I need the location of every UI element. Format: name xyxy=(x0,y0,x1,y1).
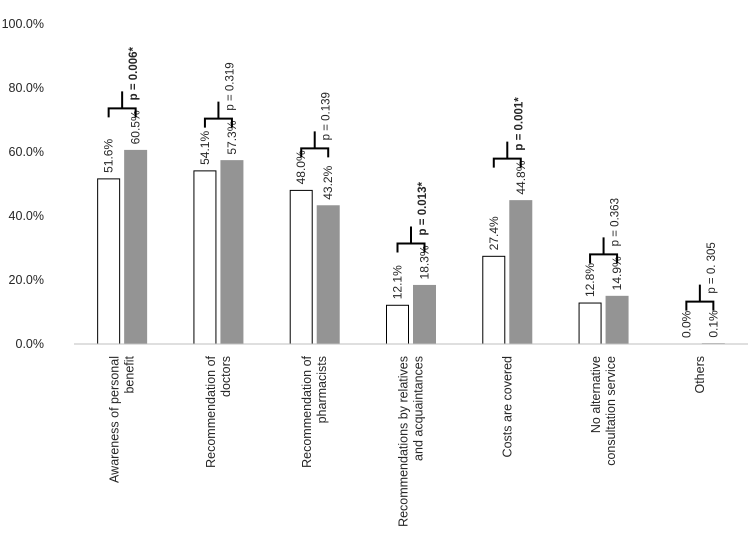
y-axis-tick-labels: 0.0% 20.0% 40.0% 60.0% 80.0% 100.0% xyxy=(2,17,44,351)
category-label: Awareness of personal benefit xyxy=(108,355,137,482)
significance-bracket xyxy=(107,91,137,118)
value-label: 60.5% xyxy=(129,110,143,144)
bar-series-1 xyxy=(386,304,409,345)
category-label: Recommendation of doctors xyxy=(204,355,233,467)
value-label: 14.9% xyxy=(610,256,624,290)
value-label: 44.8% xyxy=(514,160,528,194)
p-value-label: p = 0.139 xyxy=(321,92,333,140)
significance-bracket xyxy=(203,101,233,128)
p-value-label: p = 0. 305 xyxy=(706,242,718,293)
bar-series-2 xyxy=(124,149,148,345)
significance-bracket xyxy=(589,237,619,264)
value-label: 27.4% xyxy=(487,216,501,250)
p-value-label: p = 0.001* xyxy=(513,97,525,151)
category-label-line: consultation service xyxy=(604,356,618,466)
category-label: Recommendation of pharmacists xyxy=(300,355,329,467)
bar-series-2 xyxy=(220,160,244,345)
category-label: No alternative consultation service xyxy=(589,356,618,466)
bar-series-2 xyxy=(316,205,340,345)
y-tick-label: 80.0% xyxy=(9,81,44,95)
significance-bracket xyxy=(396,226,426,253)
category-label-line: No alternative xyxy=(589,356,603,433)
value-label: 0.0% xyxy=(679,310,693,338)
category-label: Recommendations by relatives and acquaint… xyxy=(397,356,426,527)
category-label-line: doctors xyxy=(219,356,233,397)
category-label-line: benefit xyxy=(123,355,137,393)
p-value-label: p = 0.319 xyxy=(224,62,236,110)
category-label-line: pharmacists xyxy=(315,356,329,423)
value-label: 48.0% xyxy=(294,150,308,184)
y-tick-label: 0.0% xyxy=(16,337,45,351)
category-label-line: Others xyxy=(693,356,707,394)
significance-bracket xyxy=(492,141,522,168)
category-label: Others xyxy=(693,356,707,394)
category-label-line: Recommendation of xyxy=(300,355,314,467)
value-label: 51.6% xyxy=(102,139,116,173)
value-label: 43.2% xyxy=(321,165,335,199)
p-value-label: p = 0.006* xyxy=(128,46,140,100)
category-label-line: Costs are covered xyxy=(500,356,514,457)
value-label: 54.1% xyxy=(198,131,212,165)
category-labels: Awareness of personal benefit Recommendati… xyxy=(108,355,707,526)
p-value-label: p = 0.013* xyxy=(417,182,429,236)
category-label: Costs are covered xyxy=(500,356,514,457)
significance-bracket xyxy=(685,284,715,311)
value-label: 12.1% xyxy=(391,265,405,299)
value-label: 57.3% xyxy=(225,120,239,154)
bar-series-2 xyxy=(509,200,533,345)
significance-bracket xyxy=(300,131,330,158)
bar-series-2 xyxy=(413,284,436,345)
bar-series-1 xyxy=(482,255,506,345)
category-label-line: Awareness of personal xyxy=(108,356,122,483)
significance-brackets: p = 0.006* p = 0.319 p = 0.139 p = 0.013* p … xyxy=(107,46,718,311)
category-label-line: and acquaintances xyxy=(412,356,426,461)
bar-series-1 xyxy=(578,302,602,345)
p-value-label: p = 0.363 xyxy=(610,198,622,246)
y-tick-label: 60.0% xyxy=(9,145,44,159)
bar-series-1 xyxy=(97,178,121,345)
category-label-line: Recommendations by relatives xyxy=(397,356,411,527)
bar-series-1 xyxy=(193,170,217,345)
y-tick-label: 40.0% xyxy=(9,209,44,223)
bar-series-2 xyxy=(605,295,629,345)
y-tick-label: 100.0% xyxy=(2,17,44,31)
bars xyxy=(97,149,725,345)
value-label: 18.3% xyxy=(418,245,432,279)
value-labels: 51.6% 60.5% 54.1% 57.3% 48.0% 43.2% 12.1% 18.3%… xyxy=(102,110,721,338)
bar-series-1 xyxy=(289,189,313,345)
value-label: 12.8% xyxy=(583,263,597,297)
value-label: 0.1% xyxy=(706,310,720,338)
category-label-line: Recommendation of xyxy=(204,355,218,467)
y-tick-label: 20.0% xyxy=(9,273,44,287)
